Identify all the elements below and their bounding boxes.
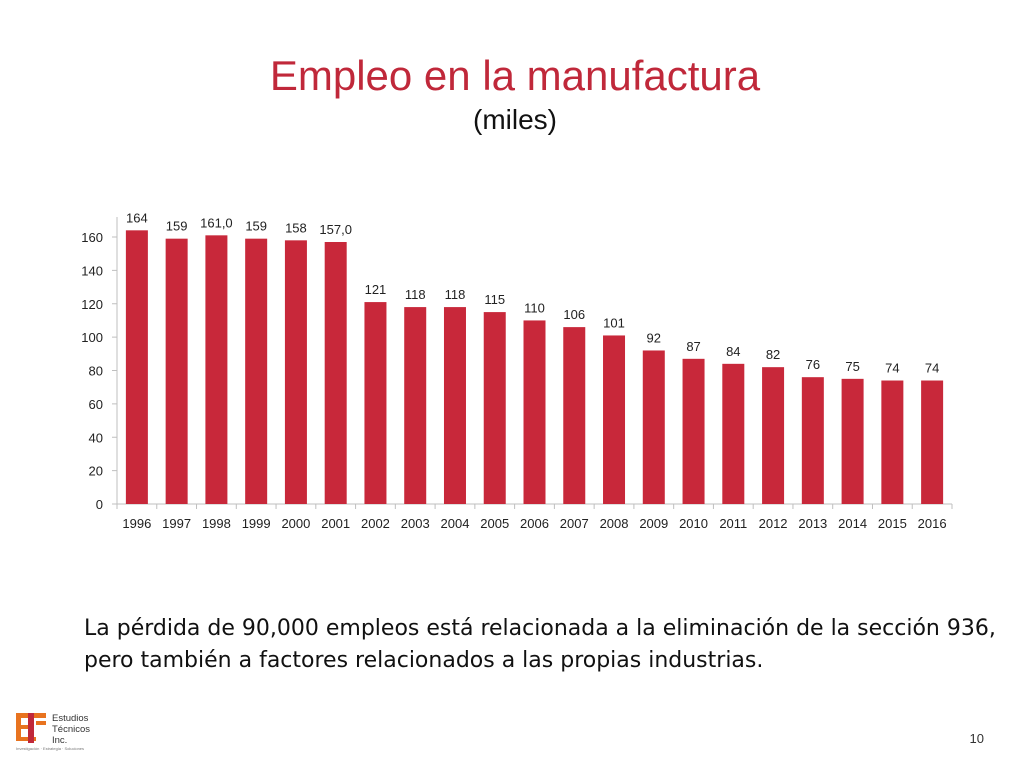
y-tick-label: 160 <box>81 230 103 245</box>
logo-mark-icon <box>16 713 46 743</box>
bar <box>205 235 228 505</box>
y-tick-label: 20 <box>89 464 103 479</box>
bar-value-label: 161,0 <box>200 215 233 230</box>
x-tick-label: 2001 <box>321 516 350 531</box>
bar <box>881 380 904 504</box>
bar <box>921 380 944 504</box>
x-tick-label: 1997 <box>162 516 191 531</box>
bar <box>762 367 785 504</box>
bar-value-label: 75 <box>845 359 859 374</box>
x-tick-label: 1999 <box>242 516 271 531</box>
x-tick-label: 2005 <box>480 516 509 531</box>
x-tick-label: 2006 <box>520 516 549 531</box>
x-tick-label: 2004 <box>441 516 470 531</box>
bar <box>603 335 626 504</box>
bar <box>483 312 506 504</box>
x-tick-label: 2002 <box>361 516 390 531</box>
bar-value-label: 84 <box>726 344 740 359</box>
x-tick-label: 2016 <box>918 516 947 531</box>
bar <box>801 377 824 504</box>
slide-subtitle: (miles) <box>473 104 557 135</box>
logo-tagline: Investigación · Estrategia · Soluciones <box>16 746 85 751</box>
bar <box>284 240 307 504</box>
y-tick-label: 120 <box>81 297 103 312</box>
x-tick-label: 2011 <box>719 516 747 531</box>
bar-value-label: 115 <box>484 292 505 307</box>
page-number: 10 <box>969 731 984 746</box>
bar <box>841 378 864 504</box>
logo-line-1: Estudios <box>52 713 89 724</box>
bar-value-label: 74 <box>885 361 899 376</box>
x-tick-label: 1998 <box>202 516 231 531</box>
bar <box>404 307 427 504</box>
bar-value-label: 74 <box>925 361 939 376</box>
logo-line-2: Técnicos <box>52 724 91 735</box>
bar-value-label: 106 <box>563 307 585 322</box>
bar-value-label: 157,0 <box>319 222 352 237</box>
bar-value-label: 121 <box>365 282 387 297</box>
bar-value-label: 159 <box>166 219 188 234</box>
logo-line-3: Inc. <box>52 735 68 746</box>
bar <box>642 350 665 504</box>
bar-value-label: 87 <box>686 339 700 354</box>
bar-value-label: 110 <box>524 300 545 315</box>
x-tick-label: 2000 <box>281 516 310 531</box>
bar <box>722 363 745 504</box>
bar <box>523 320 546 504</box>
x-tick-label: 2010 <box>679 516 708 531</box>
x-tick-label: 2008 <box>600 516 629 531</box>
bar-value-label: 164 <box>126 210 148 225</box>
bar <box>682 358 705 504</box>
bar-chart: 0 20 40 60 80 100 120 140 160 164 1996 159 1997 161,0… <box>81 210 953 531</box>
bar-value-label: 159 <box>245 219 267 234</box>
bar <box>364 302 387 504</box>
bar-value-label: 82 <box>766 347 780 362</box>
x-tick-label: 2007 <box>560 516 589 531</box>
x-tick-label: 2013 <box>798 516 827 531</box>
y-tick-label: 100 <box>81 330 103 345</box>
slide-title: Empleo en la manufactura <box>269 52 761 99</box>
bar <box>563 327 586 504</box>
bar <box>443 307 466 504</box>
y-tick-label: 40 <box>89 430 103 445</box>
slide-note: La pérdida de 90,000 empleos está relaci… <box>84 616 996 673</box>
y-tick-label: 140 <box>81 263 103 278</box>
y-tick-label: 60 <box>89 397 103 412</box>
x-tick-label: 1996 <box>122 516 151 531</box>
bar <box>125 230 148 504</box>
bar <box>245 238 268 504</box>
bar-value-label: 118 <box>445 287 466 302</box>
bar-value-label: 101 <box>603 315 625 330</box>
y-tick-label: 80 <box>89 364 103 379</box>
bar-value-label: 76 <box>806 357 820 372</box>
bar-value-label: 118 <box>405 287 426 302</box>
x-tick-label: 2012 <box>759 516 788 531</box>
company-logo: Estudios Técnicos Inc. Investigación · E… <box>16 713 116 753</box>
x-tick-label: 2014 <box>838 516 867 531</box>
bar-value-label: 158 <box>285 220 307 235</box>
bar-value-label: 92 <box>647 330 661 345</box>
x-tick-label: 2015 <box>878 516 907 531</box>
y-tick-label: 0 <box>96 497 103 512</box>
x-tick-label: 2003 <box>401 516 430 531</box>
x-tick-label: 2009 <box>639 516 668 531</box>
bar <box>165 238 188 504</box>
bar <box>324 242 347 504</box>
